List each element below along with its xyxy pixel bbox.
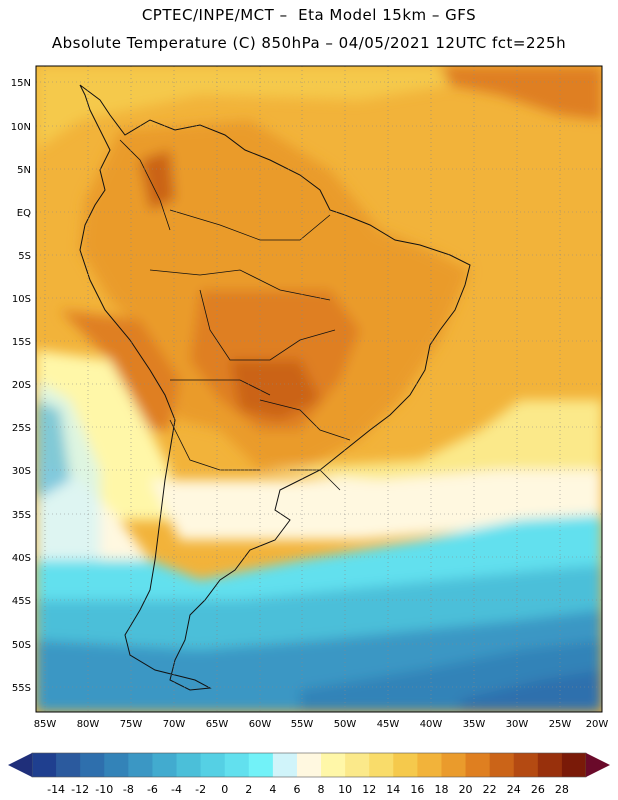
colorbar-tick-label: -2	[195, 783, 206, 796]
longitude-labels: 85W 80W 75W 70W 65W 60W 55W 50W 45W 40W …	[34, 719, 609, 730]
colorbar-swatch	[200, 753, 226, 777]
lat-label: 45S	[12, 596, 31, 607]
lon-label: 55W	[291, 719, 314, 730]
lon-label: 30W	[506, 719, 529, 730]
lon-label: 45W	[377, 719, 400, 730]
lat-label: 50S	[12, 640, 31, 651]
colorbar-tick-label: 14	[386, 783, 400, 796]
temperature-map: 15N 10N 5N EQ 5S 10S 15S 20S 25S 30S 35S…	[11, 65, 609, 730]
colorbar-tick-label: 28	[555, 783, 569, 796]
colorbar-tick-label: 12	[362, 783, 376, 796]
lon-label: 70W	[163, 719, 186, 730]
colorbar-tick-label: -14	[47, 783, 65, 796]
lon-label: 85W	[34, 719, 57, 730]
lat-label: 30S	[12, 466, 31, 477]
colorbar-arrow-low	[8, 753, 32, 777]
lat-label: 5N	[17, 165, 31, 176]
latitude-labels: 15N 10N 5N EQ 5S 10S 15S 20S 25S 30S 35S…	[11, 78, 31, 694]
lat-label: 10S	[12, 294, 31, 305]
colorbar-arrow-high	[586, 753, 610, 777]
colorbar-swatch	[248, 753, 274, 777]
title-line-2: Absolute Temperature (C) 850hPa – 04/05/…	[51, 34, 567, 52]
colorbar-tick-label: -12	[71, 783, 89, 796]
colorbar-tick-label: -10	[95, 783, 113, 796]
lon-label: 80W	[77, 719, 100, 730]
lat-label: 20S	[12, 380, 31, 391]
colorbar-tick-labels: -14 -12 -10 -8 -6 -4 -2 0 2 4 6 8 10 12 14 16 18 20 22 24 26…	[47, 783, 569, 796]
lat-label: 15S	[12, 337, 31, 348]
colorbar-tick-label: 24	[507, 783, 521, 796]
colorbar-tick-label: 16	[410, 783, 424, 796]
lon-label: 60W	[249, 719, 272, 730]
colorbar-swatch	[537, 753, 563, 777]
lat-label: 15N	[11, 78, 31, 89]
colorbar-swatch	[345, 753, 370, 777]
lat-label: EQ	[17, 208, 31, 219]
colorbar-swatch	[296, 753, 322, 777]
lat-label: 5S	[18, 251, 31, 262]
colorbar-tick-label: 10	[338, 783, 352, 796]
lon-label: 40W	[420, 719, 443, 730]
lat-label: 55S	[12, 683, 31, 694]
colorbar-swatch	[561, 753, 587, 777]
country-borders	[119, 139, 351, 491]
lon-label: 65W	[206, 719, 229, 730]
colorbar-tick-label: 4	[269, 783, 276, 796]
colorbar-swatch	[272, 753, 298, 777]
colorbar-swatch	[176, 753, 202, 777]
colorbar-swatch	[32, 753, 57, 777]
colorbar-tick-label: 26	[531, 783, 545, 796]
colorbar: -14 -12 -10 -8 -6 -4 -2 0 2 4 6 8 10 12 14 16 18 20 22 24 26…	[8, 752, 610, 796]
colorbar-tick-label: -4	[171, 783, 182, 796]
lon-label: 75W	[120, 719, 143, 730]
colorbar-swatch	[321, 753, 346, 777]
colorbar-tick-label: 2	[245, 783, 252, 796]
lon-label: 25W	[549, 719, 572, 730]
colorbar-swatch	[369, 753, 394, 777]
colorbar-swatch	[441, 753, 467, 777]
colorbar-swatches	[31, 752, 587, 778]
coastline	[79, 84, 471, 691]
lat-label: 10N	[11, 122, 31, 133]
lon-label: 20W	[586, 719, 609, 730]
colorbar-tick-label: 6	[293, 783, 300, 796]
colorbar-swatch	[152, 753, 178, 777]
colorbar-tick-label: 20	[459, 783, 473, 796]
colorbar-swatch	[465, 753, 491, 777]
colorbar-swatch	[417, 753, 442, 777]
colorbar-tick-label: 18	[434, 783, 448, 796]
colorbar-tick-label: -8	[123, 783, 134, 796]
temperature-field	[36, 66, 602, 712]
colorbar-tick-label: 22	[483, 783, 497, 796]
colorbar-swatch	[513, 753, 539, 777]
colorbar-swatch	[56, 753, 81, 777]
lat-label: 25S	[12, 423, 31, 434]
lat-label: 40S	[12, 553, 31, 564]
lon-label: 50W	[334, 719, 357, 730]
colorbar-swatch	[489, 753, 515, 777]
title-line-1: CPTEC/INPE/MCT – Eta Model 15km – GFS	[141, 6, 477, 24]
map-frame	[35, 65, 603, 713]
lon-label: 35W	[463, 719, 486, 730]
colorbar-tick-label: 8	[318, 783, 325, 796]
colorbar-swatch	[224, 753, 250, 777]
lat-label: 35S	[12, 510, 31, 521]
colorbar-swatch	[104, 753, 129, 777]
colorbar-swatch	[80, 753, 105, 777]
colorbar-tick-label: -6	[147, 783, 158, 796]
colorbar-swatch	[393, 753, 418, 777]
colorbar-tick-label: 0	[221, 783, 228, 796]
colorbar-swatch	[128, 753, 153, 777]
